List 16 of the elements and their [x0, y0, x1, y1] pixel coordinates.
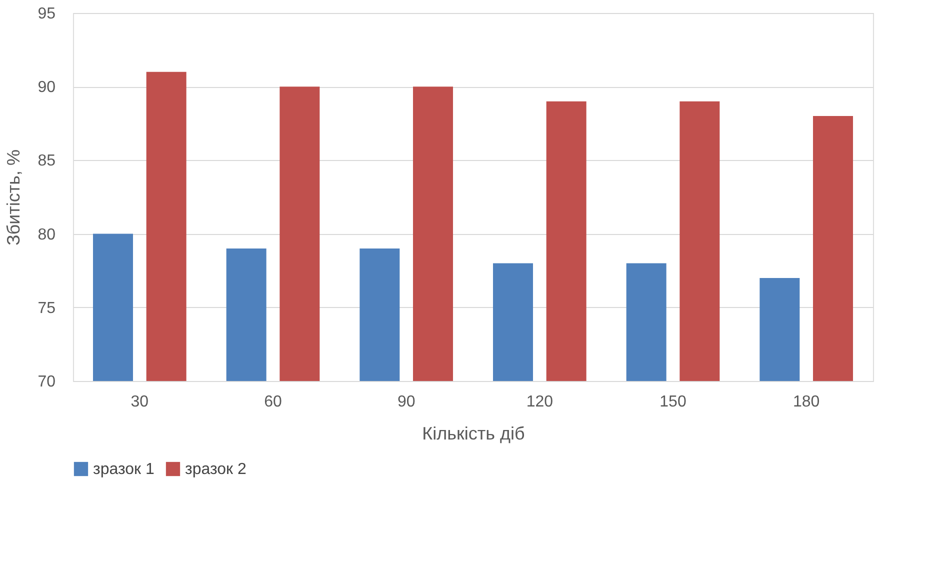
x-tick-label: 120	[526, 394, 554, 410]
y-tick-label: 85	[38, 152, 56, 170]
legend-label: зразок 1	[93, 461, 154, 478]
y-tick-label: 95	[38, 6, 56, 22]
y-tick-label: 70	[38, 374, 56, 390]
x-tick-label: 60	[264, 394, 282, 410]
x-axis-title: Кількість діб	[422, 424, 525, 444]
legend-label: зразок 2	[185, 461, 246, 478]
y-tick-label: 80	[38, 226, 56, 244]
x-tick-label: 30	[130, 394, 149, 410]
y-tick-label: 75	[38, 300, 56, 317]
y-tick-label: 90	[38, 79, 56, 96]
x-tick-label: 150	[660, 394, 686, 410]
x-tick-label: 90	[397, 394, 416, 410]
x-tick-label: 180	[792, 394, 820, 410]
y-axis-title: Збитість, %	[4, 149, 24, 246]
